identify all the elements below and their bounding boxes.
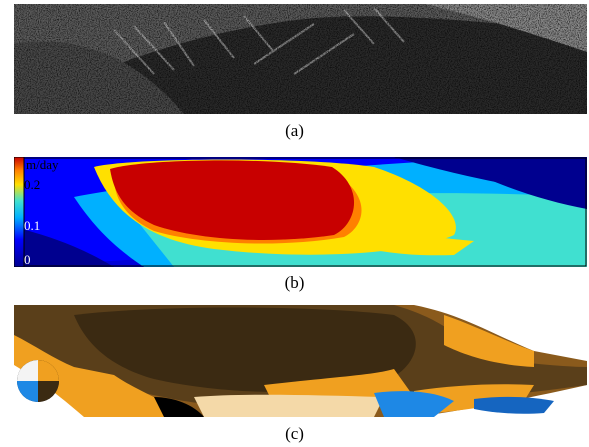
colorbar-tick-label: 0.2 (24, 177, 41, 192)
colorbar-unit-label: m/day (26, 157, 59, 172)
colorbar-tick-label: 0 (24, 252, 31, 267)
colorbar (14, 157, 25, 267)
direction-map (14, 305, 587, 417)
caption-b: (b) (284, 273, 305, 292)
colorbar-tick-label: 0.1 (24, 218, 41, 233)
caption-c: (c) (285, 424, 304, 443)
direction-map-panel (14, 305, 587, 417)
caption-a: (a) (285, 121, 304, 140)
satellite-image-panel (14, 4, 587, 114)
satellite-image (14, 4, 587, 114)
velocity-map (14, 157, 587, 267)
velocity-map-panel: m/day 0.2 0.1 0 (14, 157, 587, 267)
direction-color-wheel (17, 360, 59, 402)
